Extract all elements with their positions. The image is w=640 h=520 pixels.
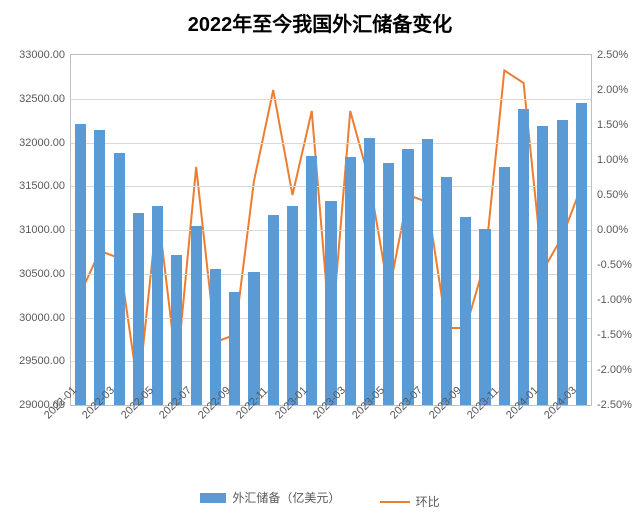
bar [518, 109, 529, 405]
bar [557, 120, 568, 405]
bar [268, 215, 279, 405]
chart-container: 2022年至今我国外汇储备变化 29000.0029500.0030000.00… [0, 0, 640, 520]
y-left-tick: 31000.00 [19, 224, 71, 236]
bar [460, 217, 471, 405]
bar [75, 124, 86, 405]
bar [479, 229, 490, 405]
bar [94, 130, 105, 405]
bar [325, 201, 336, 405]
bar [114, 153, 125, 405]
y-right-tick: 1.50% [591, 119, 628, 131]
y-left-tick: 33000.00 [19, 49, 71, 61]
legend-item-bars: 外汇储备（亿美元） [200, 489, 340, 506]
y-left-tick: 32000.00 [19, 137, 71, 149]
legend-label-bars: 外汇储备（亿美元） [232, 489, 340, 506]
legend-item-line: 环比 [380, 493, 440, 510]
bar [287, 206, 298, 405]
y-right-tick: 2.50% [591, 49, 628, 61]
bar [133, 213, 144, 405]
bar [306, 156, 317, 405]
bar [364, 138, 375, 405]
y-left-tick: 30000.00 [19, 312, 71, 324]
y-left-tick: 30500.00 [19, 268, 71, 280]
legend-swatch-bar [200, 493, 226, 503]
y-right-tick: -1.50% [591, 329, 632, 341]
legend-swatch-line [380, 501, 410, 503]
bar [171, 255, 182, 405]
bar [422, 139, 433, 405]
legend-label-line: 环比 [416, 493, 440, 510]
chart-title: 2022年至今我国外汇储备变化 [0, 0, 640, 37]
bar [229, 292, 240, 405]
y-right-tick: -1.00% [591, 294, 632, 306]
y-right-tick: -2.00% [591, 364, 632, 376]
bar [499, 167, 510, 405]
bar [383, 163, 394, 405]
y-left-tick: 29500.00 [19, 355, 71, 367]
bar [345, 157, 356, 405]
bar [191, 226, 202, 405]
bar [152, 206, 163, 405]
y-left-tick: 31500.00 [19, 180, 71, 192]
y-right-tick: 2.00% [591, 84, 628, 96]
y-right-tick: -2.50% [591, 399, 632, 411]
bar [576, 103, 587, 405]
y-right-tick: 1.00% [591, 154, 628, 166]
bar [402, 149, 413, 405]
bar [441, 177, 452, 405]
plot-area: 29000.0029500.0030000.0030500.0031000.00… [70, 54, 592, 406]
legend: 外汇储备（亿美元） 环比 [0, 489, 640, 510]
bar [248, 272, 259, 405]
y-right-tick: -0.50% [591, 259, 632, 271]
bar [537, 126, 548, 405]
y-left-tick: 32500.00 [19, 93, 71, 105]
y-right-tick: 0.50% [591, 189, 628, 201]
bar [210, 269, 221, 405]
y-right-tick: 0.00% [591, 224, 628, 236]
